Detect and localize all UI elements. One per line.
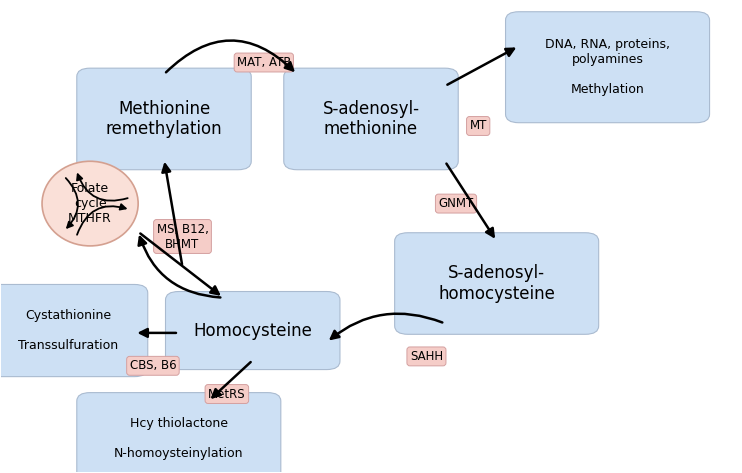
Text: Methionine
remethylation: Methionine remethylation — [105, 99, 223, 138]
Text: MetRS: MetRS — [208, 387, 246, 401]
Text: DNA, RNA, proteins,
polyamines

Methylation: DNA, RNA, proteins, polyamines Methylati… — [545, 38, 670, 96]
Text: MAT, ATP: MAT, ATP — [237, 56, 291, 69]
FancyBboxPatch shape — [505, 12, 709, 123]
Text: GNMT: GNMT — [439, 197, 473, 210]
FancyBboxPatch shape — [76, 393, 280, 473]
Text: Hcy thiolactone

N-homoysteinylation: Hcy thiolactone N-homoysteinylation — [114, 417, 243, 460]
Ellipse shape — [42, 161, 138, 246]
Text: Cystathionine

Transsulfuration: Cystathionine Transsulfuration — [18, 309, 118, 352]
Text: S-adenosyl-
homocysteine: S-adenosyl- homocysteine — [439, 264, 555, 303]
FancyBboxPatch shape — [0, 284, 148, 377]
Text: MT: MT — [470, 120, 487, 132]
Text: Folate
cycle
MTHFR: Folate cycle MTHFR — [68, 182, 112, 225]
FancyBboxPatch shape — [76, 68, 252, 170]
FancyBboxPatch shape — [283, 68, 459, 170]
Text: CBS, B6: CBS, B6 — [130, 359, 177, 372]
Text: Homocysteine: Homocysteine — [193, 322, 312, 340]
FancyBboxPatch shape — [395, 233, 599, 334]
Text: MS, B12,
BHMT: MS, B12, BHMT — [157, 222, 209, 251]
FancyBboxPatch shape — [165, 291, 340, 369]
Text: SAHH: SAHH — [410, 350, 443, 363]
Text: S-adenosyl-
methionine: S-adenosyl- methionine — [323, 99, 419, 138]
